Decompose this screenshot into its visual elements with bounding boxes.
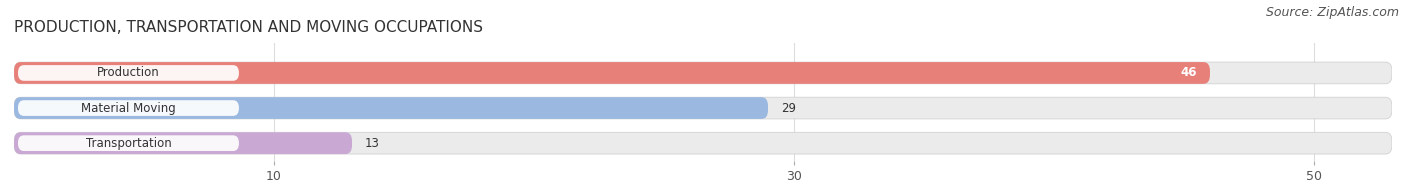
Text: 13: 13	[366, 137, 380, 150]
Text: Material Moving: Material Moving	[82, 102, 176, 115]
FancyBboxPatch shape	[14, 97, 1392, 119]
Text: Production: Production	[97, 66, 160, 79]
FancyBboxPatch shape	[14, 97, 768, 119]
FancyBboxPatch shape	[14, 62, 1211, 84]
FancyBboxPatch shape	[18, 135, 239, 151]
FancyBboxPatch shape	[14, 62, 1392, 84]
FancyBboxPatch shape	[18, 65, 239, 81]
Text: 29: 29	[780, 102, 796, 115]
FancyBboxPatch shape	[18, 100, 239, 116]
Text: Source: ZipAtlas.com: Source: ZipAtlas.com	[1265, 6, 1399, 19]
Text: 46: 46	[1181, 66, 1197, 79]
FancyBboxPatch shape	[14, 132, 1392, 154]
Text: PRODUCTION, TRANSPORTATION AND MOVING OCCUPATIONS: PRODUCTION, TRANSPORTATION AND MOVING OC…	[14, 20, 484, 35]
Text: Transportation: Transportation	[86, 137, 172, 150]
FancyBboxPatch shape	[14, 132, 352, 154]
